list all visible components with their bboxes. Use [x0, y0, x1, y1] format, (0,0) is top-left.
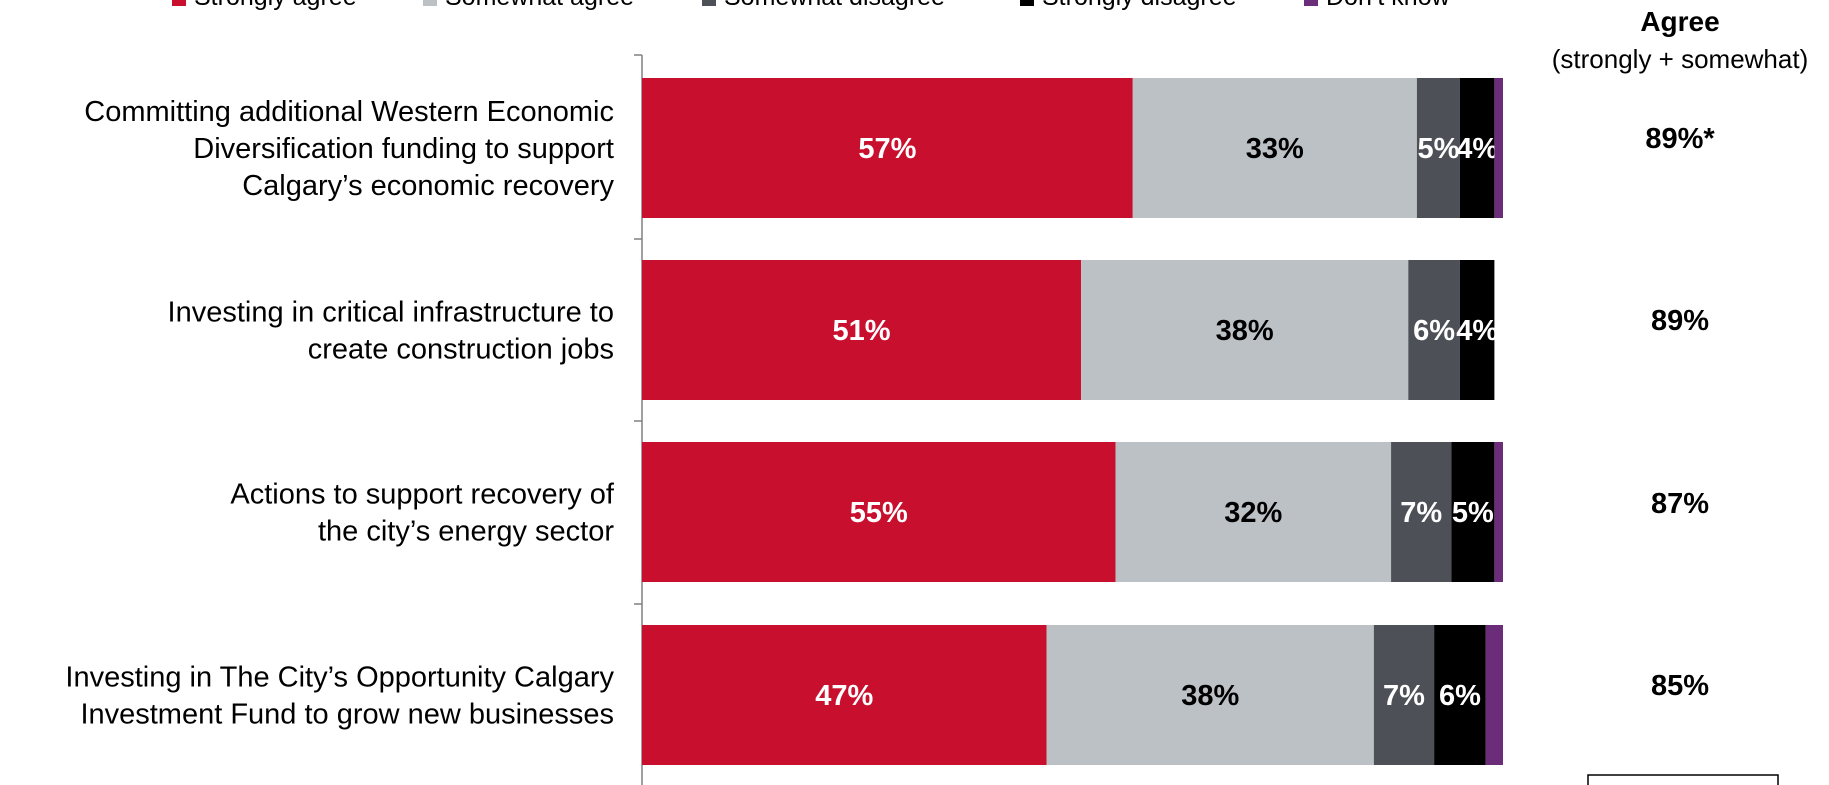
- legend-label: Strongly agree: [194, 0, 357, 11]
- legend-swatch: [1020, 0, 1034, 6]
- legend: Strongly agree Somewhat agree Somewhat dis…: [172, 0, 1451, 11]
- agree-column-subtitle: (strongly + somewhat): [1552, 44, 1808, 74]
- bar-value-label: 4%: [1456, 133, 1498, 165]
- bar-value-label: 38%: [1181, 680, 1239, 712]
- agree-value: 89%: [1651, 305, 1709, 337]
- bar-row: 51% 38% 6% 4%: [642, 260, 1498, 400]
- bar-segment: [642, 442, 1116, 582]
- category-label-line: Investing in critical infrastructure to: [168, 297, 614, 329]
- category-label-line: Committing additional Western Economic: [84, 96, 614, 128]
- bar-segment: [1132, 78, 1417, 218]
- bar-value-label: 7%: [1383, 680, 1425, 712]
- bar-segment: [1459, 78, 1495, 218]
- bar-value-label: 4%: [1456, 315, 1498, 347]
- bar-segment: [1408, 260, 1460, 400]
- legend-swatch: [172, 0, 186, 6]
- bar-value-label: 55%: [850, 497, 908, 529]
- bar-row: 47% 38% 7% 6%: [642, 625, 1503, 765]
- bar-value-label: 5%: [1417, 133, 1459, 165]
- bar-segment: [1416, 78, 1460, 218]
- bar-value-label: 5%: [1452, 497, 1494, 529]
- agree-column-title: Agree: [1640, 6, 1719, 37]
- bar-value-label: 7%: [1400, 497, 1442, 529]
- bar-segment: [642, 260, 1082, 400]
- bar-row: 57% 33% 5%4%: [642, 78, 1503, 218]
- bar-value-label: 51%: [833, 315, 891, 347]
- bar-segment: [642, 625, 1047, 765]
- category-label-line: Diversification funding to support: [193, 133, 614, 165]
- legend-label: Don’t know: [1326, 0, 1451, 11]
- legend-item: Strongly disagree: [1020, 0, 1237, 11]
- legend-item: Don’t know: [1304, 0, 1451, 11]
- agree-value: 87%: [1651, 488, 1709, 520]
- bar-segment: [1485, 625, 1503, 765]
- category-label-line: create construction jobs: [308, 334, 614, 366]
- legend-item: Somewhat disagree: [702, 0, 945, 11]
- category-label-line: Calgary’s economic recovery: [242, 170, 614, 202]
- category-label-line: Investment Fund to grow new businesses: [80, 699, 614, 731]
- category-axis: [634, 54, 643, 785]
- category-label-line: Investing in The City’s Opportunity Calg…: [65, 662, 614, 694]
- legend-label: Strongly disagree: [1042, 0, 1237, 11]
- bar-segment: [1046, 625, 1374, 765]
- legend-swatch: [702, 0, 716, 6]
- bar-segment: [1434, 625, 1486, 765]
- legend-item: Strongly agree: [172, 0, 357, 11]
- bar-value-label: 47%: [815, 680, 873, 712]
- category-label-line: the city’s energy sector: [318, 516, 614, 548]
- legend-label: Somewhat agree: [445, 0, 634, 11]
- bar-segment: [1459, 260, 1495, 400]
- category-label: Investing in The City’s Opportunity Calg…: [65, 662, 614, 731]
- bar-segment: [1451, 442, 1495, 582]
- footnote-box: [1587, 774, 1779, 785]
- legend-label: Somewhat disagree: [724, 0, 945, 11]
- bar-value-label: 38%: [1216, 315, 1274, 347]
- bar-value-label: 6%: [1439, 680, 1481, 712]
- category-label: Committing additional Western Economic Di…: [84, 96, 614, 202]
- category-labels: Committing additional Western Economic Di…: [65, 96, 615, 731]
- bar-segment: [1391, 442, 1452, 582]
- legend-item: Somewhat agree: [423, 0, 634, 11]
- bar-segment: [642, 78, 1133, 218]
- bar-row: 55% 32% 7% 5%: [642, 442, 1503, 582]
- bar-segment: [1081, 260, 1409, 400]
- legend-swatch: [1304, 0, 1318, 6]
- legend-swatch: [423, 0, 437, 6]
- bar-segment: [1494, 78, 1503, 218]
- bar-value-label: 32%: [1224, 497, 1282, 529]
- category-label: Actions to support recovery of the city’s…: [230, 479, 615, 548]
- bar-value-label: 57%: [858, 133, 916, 165]
- agree-value: 89%*: [1645, 123, 1715, 155]
- bar-segment: [1115, 442, 1392, 582]
- bar-segment: [1373, 625, 1435, 765]
- bar-value-label: 6%: [1413, 315, 1455, 347]
- category-label-line: Actions to support recovery of: [230, 479, 615, 511]
- bars: 57% 33% 5%4%51% 38% 6% 4%55% 32% 7% 5%47% 38% 7% 6%: [642, 78, 1503, 765]
- agree-value: 85%: [1651, 670, 1709, 702]
- bar-value-label: 33%: [1246, 133, 1304, 165]
- bar-segment: [1494, 442, 1503, 582]
- agree-column: Agree (strongly + somewhat) 89%* 89% 87% 85…: [1552, 6, 1808, 702]
- category-label: Investing in critical infrastructure to c…: [168, 297, 614, 366]
